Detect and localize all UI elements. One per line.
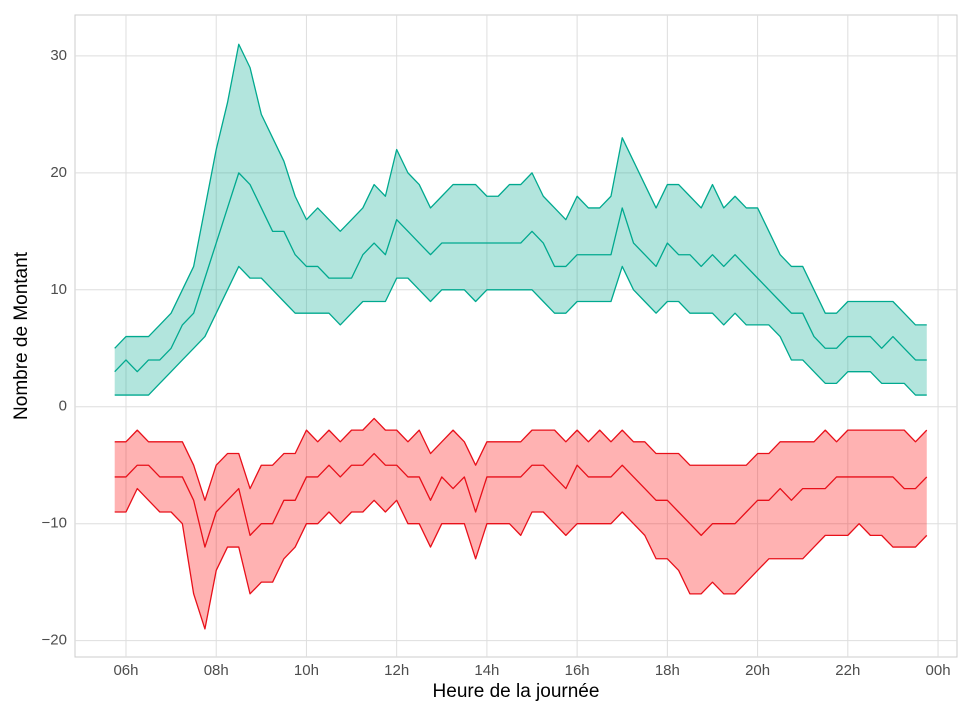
x-tick-label: 20h (745, 662, 770, 679)
x-tick-label: 14h (474, 662, 499, 679)
x-tick-label: 06h (113, 662, 138, 679)
y-tick-label: 10 (50, 281, 67, 298)
median-line (114, 172, 927, 373)
x-tick-label: 12h (384, 662, 409, 679)
x-tick-label: 00h (926, 662, 951, 679)
panel-border (74, 14, 958, 658)
y-tick-label: 20 (50, 164, 67, 181)
y-tick-label: −20 (42, 632, 67, 649)
x-tick-label: 18h (655, 662, 680, 679)
upper-line (114, 417, 928, 501)
lower-line (114, 265, 927, 396)
ribbon-area (114, 418, 927, 629)
y-tick-label: 30 (50, 47, 67, 64)
x-tick-label: 22h (835, 662, 860, 679)
ribbon-area (114, 44, 927, 396)
y-tick-label: −10 (42, 515, 67, 532)
x-axis-title: Heure de la journée (433, 681, 600, 702)
y-axis-title: Nombre de Montant (11, 251, 32, 420)
y-tick-label: 0 (59, 398, 67, 415)
lower-line (114, 487, 928, 630)
x-tick-label: 16h (565, 662, 590, 679)
x-tick-label: 08h (204, 662, 229, 679)
upper-line (114, 43, 927, 349)
x-tick-label: 10h (294, 662, 319, 679)
median-line (114, 452, 928, 548)
